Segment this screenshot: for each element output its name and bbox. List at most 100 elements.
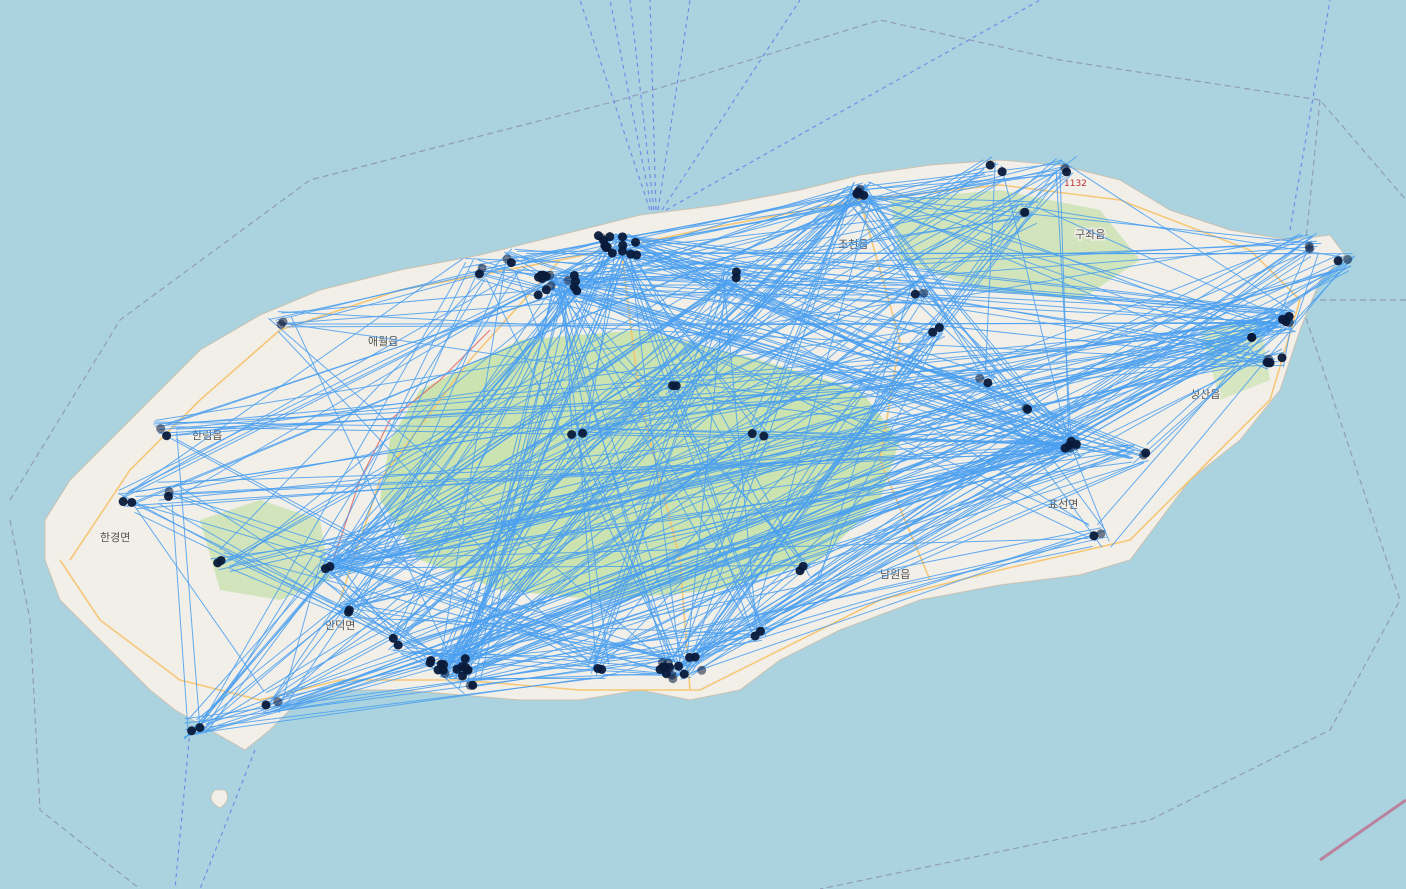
stop-node[interactable]	[457, 671, 467, 681]
stop-node[interactable]	[983, 378, 993, 388]
stop-node[interactable]	[569, 282, 579, 292]
stop-node[interactable]	[567, 429, 577, 439]
stop-node[interactable]	[156, 424, 166, 434]
stop-node[interactable]	[534, 272, 544, 282]
route-edge	[549, 275, 673, 658]
stop-node[interactable]	[1020, 207, 1030, 217]
stop-node[interactable]	[975, 373, 985, 383]
stop-node[interactable]	[919, 288, 929, 298]
stop-node[interactable]	[541, 285, 551, 295]
stop-node[interactable]	[465, 680, 475, 690]
stop-node[interactable]	[344, 605, 354, 615]
route-edge	[123, 245, 623, 499]
stop-node[interactable]	[852, 189, 862, 199]
stop-node[interactable]	[533, 290, 543, 300]
stop-node[interactable]	[593, 663, 603, 673]
stop-node[interactable]	[118, 497, 128, 507]
stop-node[interactable]	[541, 271, 551, 281]
stop-node[interactable]	[569, 270, 579, 280]
stop-node[interactable]	[671, 381, 681, 391]
stop-node[interactable]	[985, 160, 995, 170]
stop-node[interactable]	[460, 654, 470, 664]
stop-nodes[interactable]	[118, 160, 1353, 736]
stop-node[interactable]	[934, 323, 944, 333]
stop-node[interactable]	[607, 248, 617, 258]
stop-node[interactable]	[910, 289, 920, 299]
route-edge	[658, 364, 1285, 377]
stop-node[interactable]	[1343, 254, 1353, 264]
stop-node[interactable]	[163, 491, 173, 501]
route-edge	[134, 511, 342, 613]
stop-node[interactable]	[213, 558, 223, 568]
stop-node[interactable]	[440, 669, 450, 679]
stop-node[interactable]	[187, 726, 197, 736]
stop-node[interactable]	[655, 664, 665, 674]
stop-node[interactable]	[618, 240, 628, 250]
stop-node[interactable]	[506, 258, 516, 268]
stop-node[interactable]	[1021, 403, 1031, 413]
stop-node[interactable]	[997, 167, 1007, 177]
stop-node[interactable]	[1263, 358, 1273, 368]
route-edge	[737, 273, 1287, 311]
stop-node[interactable]	[1071, 439, 1081, 449]
route-edge	[674, 248, 1316, 668]
route-edge	[868, 199, 1268, 370]
stop-node[interactable]	[602, 242, 612, 252]
stop-node[interactable]	[452, 664, 462, 674]
stop-node[interactable]	[755, 626, 765, 636]
route-edge	[504, 251, 569, 290]
stop-node[interactable]	[632, 250, 642, 260]
stop-node[interactable]	[1277, 353, 1287, 363]
stop-node[interactable]	[665, 662, 675, 672]
stop-node[interactable]	[1305, 244, 1315, 254]
route-edge	[219, 248, 513, 550]
route-edge	[322, 273, 743, 562]
stop-node[interactable]	[679, 669, 689, 679]
stop-node[interactable]	[425, 658, 435, 668]
stop-node[interactable]	[325, 562, 335, 572]
stop-node[interactable]	[731, 267, 741, 277]
stop-node[interactable]	[461, 662, 471, 672]
stop-node[interactable]	[1096, 529, 1106, 539]
stop-node[interactable]	[393, 640, 403, 650]
route-edge	[849, 194, 1315, 244]
route-edge	[620, 235, 1278, 328]
route-edge	[917, 286, 1081, 442]
stop-node[interactable]	[1139, 450, 1149, 460]
stop-node[interactable]	[388, 633, 398, 643]
stop-node[interactable]	[605, 232, 615, 242]
stop-node[interactable]	[631, 237, 641, 247]
stop-node[interactable]	[261, 700, 271, 710]
stop-node[interactable]	[618, 232, 628, 242]
stop-node[interactable]	[563, 275, 573, 285]
stop-node[interactable]	[795, 566, 805, 576]
stop-node[interactable]	[195, 723, 205, 733]
stop-node[interactable]	[928, 327, 938, 337]
stop-node[interactable]	[1333, 256, 1343, 266]
stop-node[interactable]	[1284, 318, 1294, 328]
stop-node[interactable]	[597, 233, 607, 243]
label-namwon: 남원읍	[880, 568, 910, 581]
route-edge	[324, 537, 1089, 560]
stop-node[interactable]	[1064, 441, 1074, 451]
stop-node[interactable]	[477, 263, 487, 273]
route-edge	[981, 381, 1103, 548]
stop-node[interactable]	[674, 661, 684, 671]
route-edge	[1020, 205, 1344, 258]
stop-node[interactable]	[759, 431, 769, 441]
stop-node[interactable]	[747, 429, 757, 439]
stop-node[interactable]	[1062, 167, 1072, 177]
stop-node[interactable]	[578, 428, 588, 438]
stop-node[interactable]	[1089, 531, 1099, 541]
stop-node[interactable]	[273, 697, 283, 707]
stop-node[interactable]	[162, 431, 172, 441]
route-edge	[985, 358, 1271, 390]
route-edge	[569, 431, 1067, 444]
stop-node[interactable]	[1247, 332, 1257, 342]
stop-node[interactable]	[697, 665, 707, 675]
stop-node[interactable]	[685, 652, 695, 662]
stop-node[interactable]	[278, 317, 288, 327]
stop-node[interactable]	[127, 497, 137, 507]
